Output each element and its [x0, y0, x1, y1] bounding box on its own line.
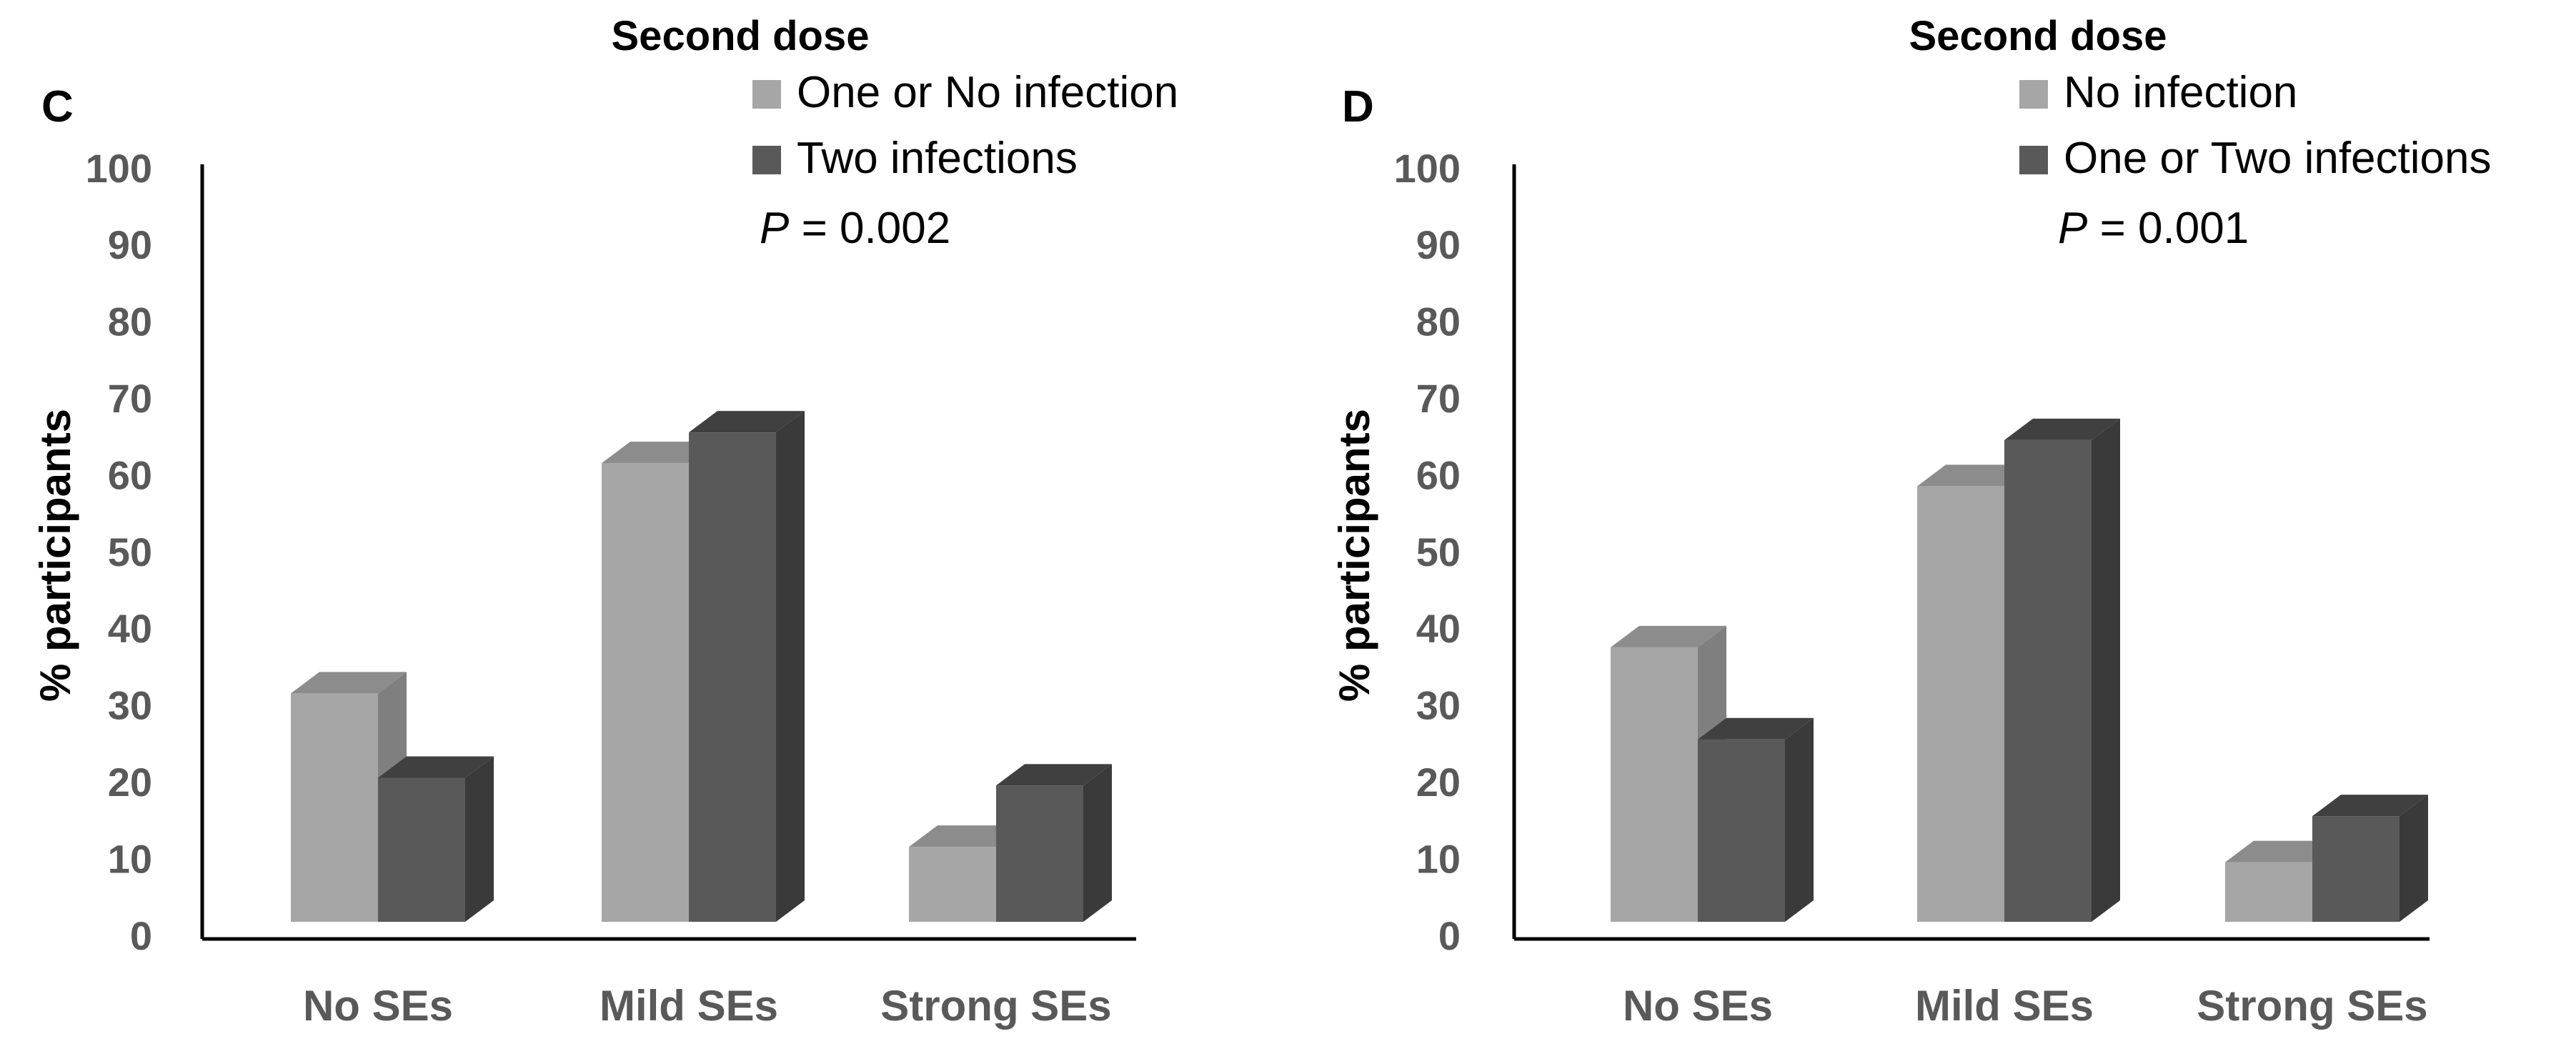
y-tick-label: 30 — [1416, 683, 1461, 728]
y-tick-label: 60 — [108, 452, 152, 497]
y-tick-label: 50 — [1416, 530, 1461, 575]
bar — [996, 764, 1112, 922]
y-tick-label: 100 — [1394, 146, 1461, 191]
y-tick-label: 100 — [86, 146, 152, 191]
bar-top — [1698, 717, 1814, 740]
y-axis-label: % participants — [1331, 409, 1378, 702]
panel-label: D — [1342, 82, 1374, 131]
bar-side — [1083, 764, 1112, 922]
x-tick-label: No SEs — [1623, 982, 1773, 1030]
bar-front — [2004, 439, 2092, 922]
p-label: P — [760, 204, 789, 253]
legend-entry: One or Two infections — [2064, 134, 2492, 183]
bar — [378, 756, 494, 922]
legend-entry: Two infections — [797, 134, 1078, 183]
x-tick-label: Strong SEs — [880, 982, 1111, 1030]
bar — [689, 411, 805, 922]
bar-top — [909, 825, 1025, 847]
bar — [1698, 717, 1814, 922]
p-value: = 0.001 — [2087, 204, 2249, 253]
p-label: P — [2058, 204, 2087, 253]
y-axis-label: % participants — [31, 409, 79, 702]
bar-side — [2400, 795, 2428, 922]
y-tick-label: 40 — [108, 606, 152, 651]
y-tick-label: 90 — [108, 222, 152, 267]
bar-front — [1698, 739, 1785, 922]
bar — [2004, 418, 2120, 922]
legend-swatch — [752, 146, 781, 174]
bar-top — [1917, 464, 2033, 487]
bar-top — [291, 672, 407, 694]
bar-top — [378, 756, 494, 778]
x-tick-label: Mild SEs — [1915, 982, 2094, 1030]
chart-panel-c: Second dose C % participants 0 10 20 30 40 50 60 7… — [31, 13, 1178, 1030]
bar-front — [378, 777, 465, 922]
bar-front — [2312, 816, 2400, 922]
bar-top — [2004, 418, 2120, 440]
legend-entry: No infection — [2064, 68, 2297, 117]
bar-front — [2225, 862, 2312, 922]
bar-front — [1917, 486, 2004, 922]
p-value-annotation: P = 0.002 — [760, 204, 950, 253]
legend-swatch — [2019, 146, 2048, 174]
bar-front — [291, 693, 378, 922]
chart-panel-d: Second dose D % participants 0 10 20 30 40 50 60 7… — [1331, 13, 2492, 1030]
x-tick-label: Mild SEs — [600, 982, 778, 1030]
bar-top — [602, 442, 717, 464]
bar-front — [909, 847, 996, 922]
y-tick-label: 80 — [108, 299, 152, 344]
bar-side — [1785, 717, 1814, 922]
panel-label: C — [41, 82, 74, 131]
bar-top — [2312, 795, 2428, 817]
bar-side — [2092, 418, 2120, 922]
y-tick-label: 20 — [1416, 760, 1461, 805]
legend-swatch — [2019, 80, 2048, 109]
legend-entry: One or No infection — [797, 68, 1178, 117]
bar-top — [996, 764, 1112, 786]
legend-swatch — [752, 80, 781, 109]
bar-front — [996, 785, 1083, 922]
chart-title: Second dose — [612, 13, 870, 59]
y-tick-label: 10 — [1416, 836, 1461, 881]
bar-side — [776, 411, 805, 922]
y-tick-label: 10 — [108, 836, 152, 881]
bar-top — [689, 411, 805, 433]
y-tick-label: 60 — [1416, 452, 1461, 497]
y-tick-label: 30 — [108, 683, 152, 728]
y-tick-label: 40 — [1416, 606, 1461, 651]
p-value-annotation: P = 0.001 — [2058, 204, 2249, 253]
x-tick-label: No SEs — [303, 982, 453, 1030]
bar-side — [465, 756, 494, 922]
bar-top — [2225, 840, 2341, 862]
y-tick-label: 0 — [130, 913, 152, 958]
y-tick-label: 50 — [108, 530, 152, 575]
bar-front — [1611, 647, 1698, 922]
y-tick-label: 90 — [1416, 222, 1461, 267]
x-tick-label: Strong SEs — [2197, 982, 2427, 1030]
chart-title: Second dose — [1909, 13, 2167, 59]
bar-top — [1611, 625, 1726, 647]
y-tick-label: 80 — [1416, 299, 1461, 344]
p-value: = 0.002 — [789, 204, 950, 253]
bar-front — [689, 432, 776, 922]
y-tick-label: 70 — [1416, 376, 1461, 421]
y-tick-label: 70 — [108, 376, 152, 421]
y-tick-label: 0 — [1438, 913, 1461, 958]
bar — [2312, 795, 2428, 922]
bar-front — [602, 463, 689, 922]
y-tick-label: 20 — [108, 760, 152, 805]
